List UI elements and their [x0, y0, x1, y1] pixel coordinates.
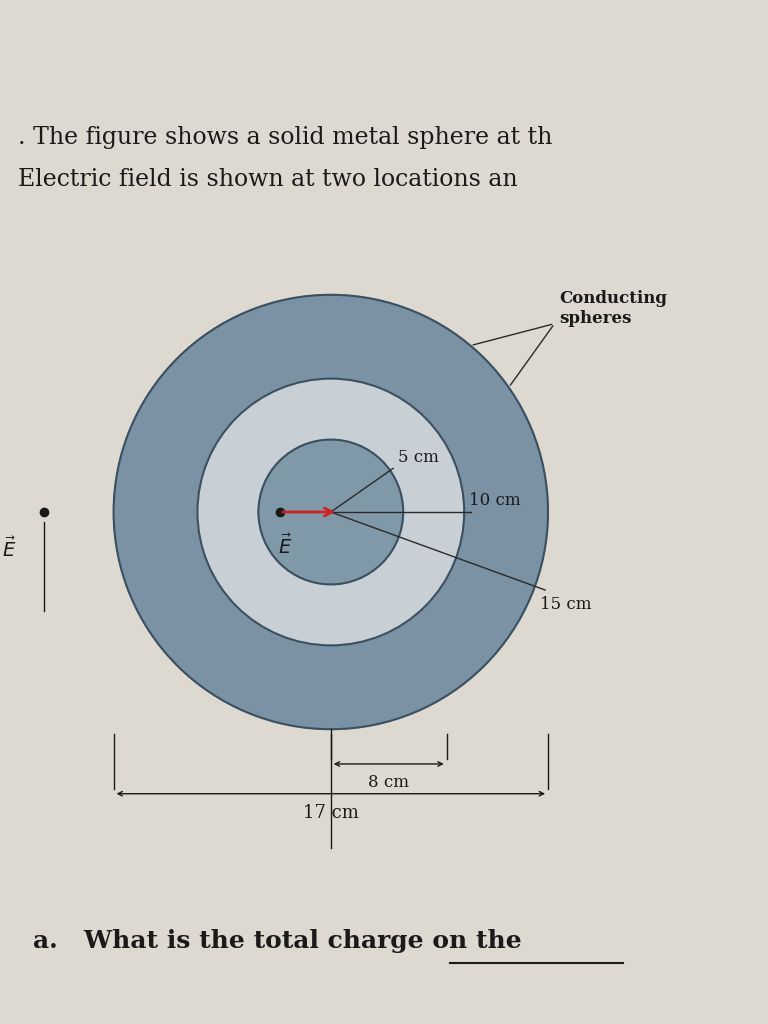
- Text: 17 cm: 17 cm: [303, 804, 359, 821]
- Circle shape: [114, 295, 548, 729]
- Circle shape: [197, 379, 464, 645]
- Text: $\vec{E}$: $\vec{E}$: [278, 534, 293, 558]
- Text: 10 cm: 10 cm: [469, 492, 521, 509]
- Text: . The figure shows a solid metal sphere at th: . The figure shows a solid metal sphere …: [18, 126, 552, 148]
- Text: 15 cm: 15 cm: [540, 596, 591, 613]
- Text: 8 cm: 8 cm: [368, 774, 409, 791]
- Text: a.   What is the total charge on the: a. What is the total charge on the: [33, 929, 521, 952]
- Text: Conducting
spheres: Conducting spheres: [559, 291, 667, 327]
- Text: $\vec{E}$: $\vec{E}$: [2, 537, 17, 561]
- Circle shape: [258, 439, 403, 585]
- Text: Electric field is shown at two locations an: Electric field is shown at two locations…: [18, 168, 518, 190]
- Text: 5 cm: 5 cm: [398, 449, 439, 466]
